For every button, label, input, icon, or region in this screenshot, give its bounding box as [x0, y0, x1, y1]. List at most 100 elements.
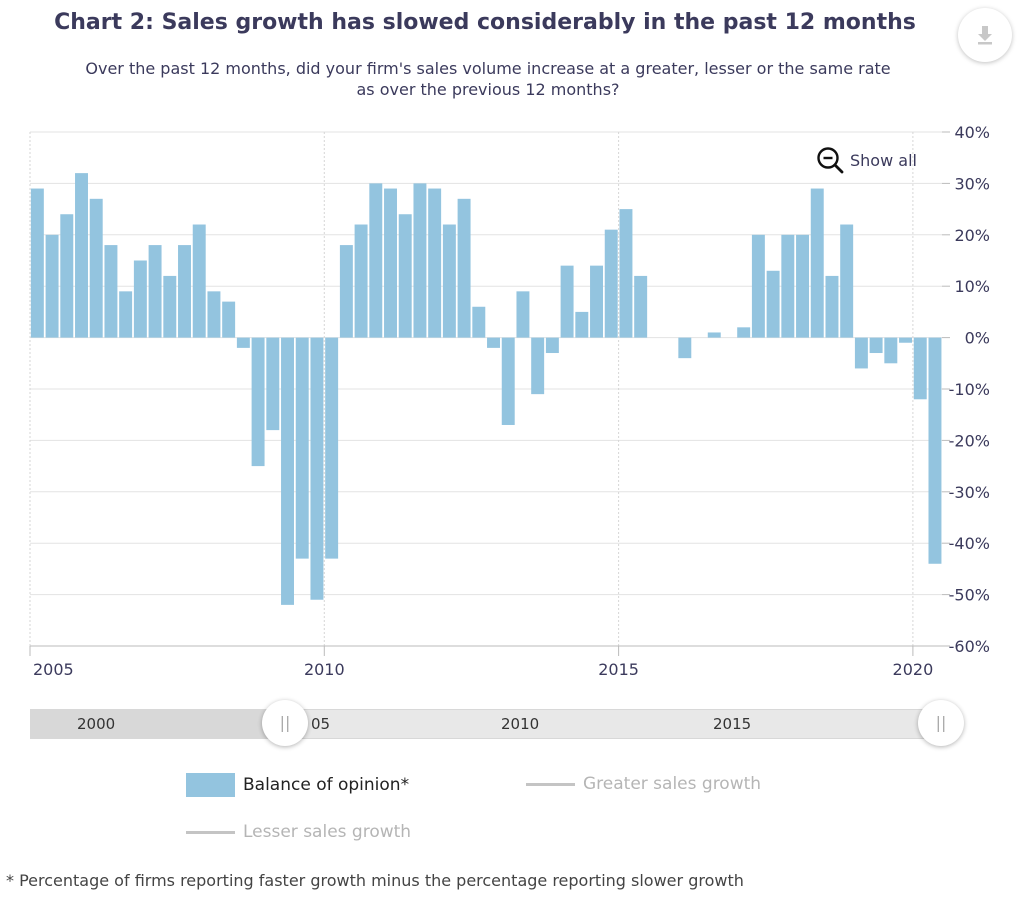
- y-tick-label: -50%: [949, 586, 990, 605]
- bar[interactable]: [251, 337, 265, 467]
- y-tick-label: -20%: [949, 431, 990, 450]
- bar[interactable]: [545, 337, 559, 354]
- navigator-label-05: 05: [311, 715, 331, 733]
- footnote: * Percentage of firms reporting faster g…: [6, 871, 744, 890]
- axis-layer: 40% 30% 20% 10% 0% -10% -20% -30% -40% -50% -60% 20…: [29, 123, 990, 679]
- y-tick-label: 30%: [954, 174, 990, 193]
- bar[interactable]: [295, 337, 309, 559]
- x-tick-label: 2010: [304, 660, 345, 679]
- bar[interactable]: [369, 183, 383, 338]
- bar[interactable]: [45, 234, 59, 338]
- bar[interactable]: [413, 183, 427, 338]
- bar[interactable]: [737, 327, 751, 338]
- bar[interactable]: [781, 234, 795, 338]
- legend-label-greater: Greater sales growth: [583, 774, 762, 794]
- bar[interactable]: [266, 337, 280, 431]
- navigator-label-2015: 2015: [713, 715, 752, 733]
- bar[interactable]: [854, 337, 868, 369]
- legend-label-lesser: Lesser sales growth: [243, 822, 412, 842]
- bar[interactable]: [884, 337, 898, 364]
- download-button[interactable]: [958, 8, 1012, 62]
- legend-swatch-lesser: [186, 830, 235, 834]
- y-tick-label: -30%: [949, 483, 990, 502]
- legend-swatch-greater: [526, 782, 575, 786]
- bar-chart: 40% 30% 20% 10% 0% -10% -20% -30% -40% -50% -60% 20…: [29, 123, 990, 679]
- bar[interactable]: [148, 245, 162, 338]
- bar[interactable]: [442, 224, 456, 338]
- bar[interactable]: [516, 291, 530, 338]
- y-tick-label: -60%: [949, 637, 990, 656]
- bar[interactable]: [751, 234, 765, 338]
- bar[interactable]: [281, 337, 294, 605]
- bar[interactable]: [560, 265, 574, 338]
- bar[interactable]: [339, 245, 353, 338]
- x-tick-label: 2005: [33, 660, 74, 679]
- bar[interactable]: [796, 234, 810, 338]
- bar[interactable]: [501, 337, 515, 425]
- navigator-left-handle[interactable]: ||: [262, 700, 308, 746]
- navigator-label-2010: 2010: [501, 715, 540, 733]
- legend-swatch-balance: [186, 773, 235, 797]
- bar[interactable]: [825, 275, 839, 338]
- bar[interactable]: [354, 224, 368, 338]
- y-tick-label: 10%: [954, 277, 990, 296]
- chart-title: Chart 2: Sales growth has slowed conside…: [54, 10, 916, 35]
- y-tick-label: 20%: [954, 226, 990, 245]
- bar[interactable]: [384, 188, 397, 338]
- bar[interactable]: [192, 224, 206, 338]
- bar[interactable]: [222, 301, 236, 338]
- bar[interactable]: [104, 245, 118, 338]
- bar[interactable]: [678, 337, 692, 359]
- legend-label-balance: Balance of opinion*: [243, 775, 410, 795]
- bar[interactable]: [531, 337, 545, 395]
- zoom-out-icon: [817, 147, 844, 174]
- bar[interactable]: [899, 337, 913, 343]
- bar[interactable]: [634, 275, 648, 338]
- legend-item-balance[interactable]: Balance of opinion*: [186, 773, 409, 797]
- legend-item-greater[interactable]: Greater sales growth: [526, 774, 761, 794]
- bar[interactable]: [707, 332, 721, 338]
- bar[interactable]: [325, 337, 339, 559]
- bar[interactable]: [119, 291, 133, 338]
- download-icon: [978, 26, 992, 45]
- bar[interactable]: [163, 275, 177, 338]
- legend-item-lesser[interactable]: Lesser sales growth: [186, 822, 411, 842]
- bar[interactable]: [840, 224, 854, 338]
- bar[interactable]: [869, 337, 883, 354]
- bar[interactable]: [766, 270, 780, 338]
- show-all-label: Show all: [850, 150, 917, 170]
- bar[interactable]: [428, 188, 442, 338]
- y-tick-label: 0%: [965, 329, 990, 348]
- x-tick-label: 2020: [893, 660, 934, 679]
- bar[interactable]: [398, 214, 412, 338]
- bar[interactable]: [236, 337, 250, 348]
- bar[interactable]: [619, 209, 633, 338]
- navigator-right-handle[interactable]: ||: [918, 700, 964, 746]
- bar[interactable]: [928, 337, 942, 564]
- bar[interactable]: [30, 188, 44, 338]
- bar[interactable]: [75, 173, 88, 338]
- bar[interactable]: [207, 291, 221, 338]
- bar[interactable]: [575, 311, 589, 338]
- x-tick-label: 2015: [598, 660, 639, 679]
- y-tick-label: -40%: [949, 534, 990, 553]
- bar[interactable]: [133, 260, 147, 338]
- grid-layer: [29, 131, 942, 647]
- bar[interactable]: [604, 229, 618, 338]
- bar[interactable]: [472, 306, 486, 338]
- show-all-button[interactable]: Show all: [816, 145, 917, 175]
- bar[interactable]: [60, 214, 74, 338]
- bar[interactable]: [913, 337, 927, 400]
- y-tick-label: -10%: [949, 380, 990, 399]
- bar[interactable]: [310, 337, 324, 600]
- bar[interactable]: [810, 188, 824, 338]
- bar[interactable]: [178, 245, 191, 338]
- y-tick-label: 40%: [954, 123, 990, 142]
- bar[interactable]: [89, 198, 103, 338]
- navigator-label-2000: 2000: [77, 715, 116, 733]
- range-navigator[interactable]: 2000 05 2010 2015: [30, 709, 942, 739]
- bar[interactable]: [457, 198, 471, 338]
- bar[interactable]: [487, 337, 500, 348]
- bar[interactable]: [590, 265, 603, 338]
